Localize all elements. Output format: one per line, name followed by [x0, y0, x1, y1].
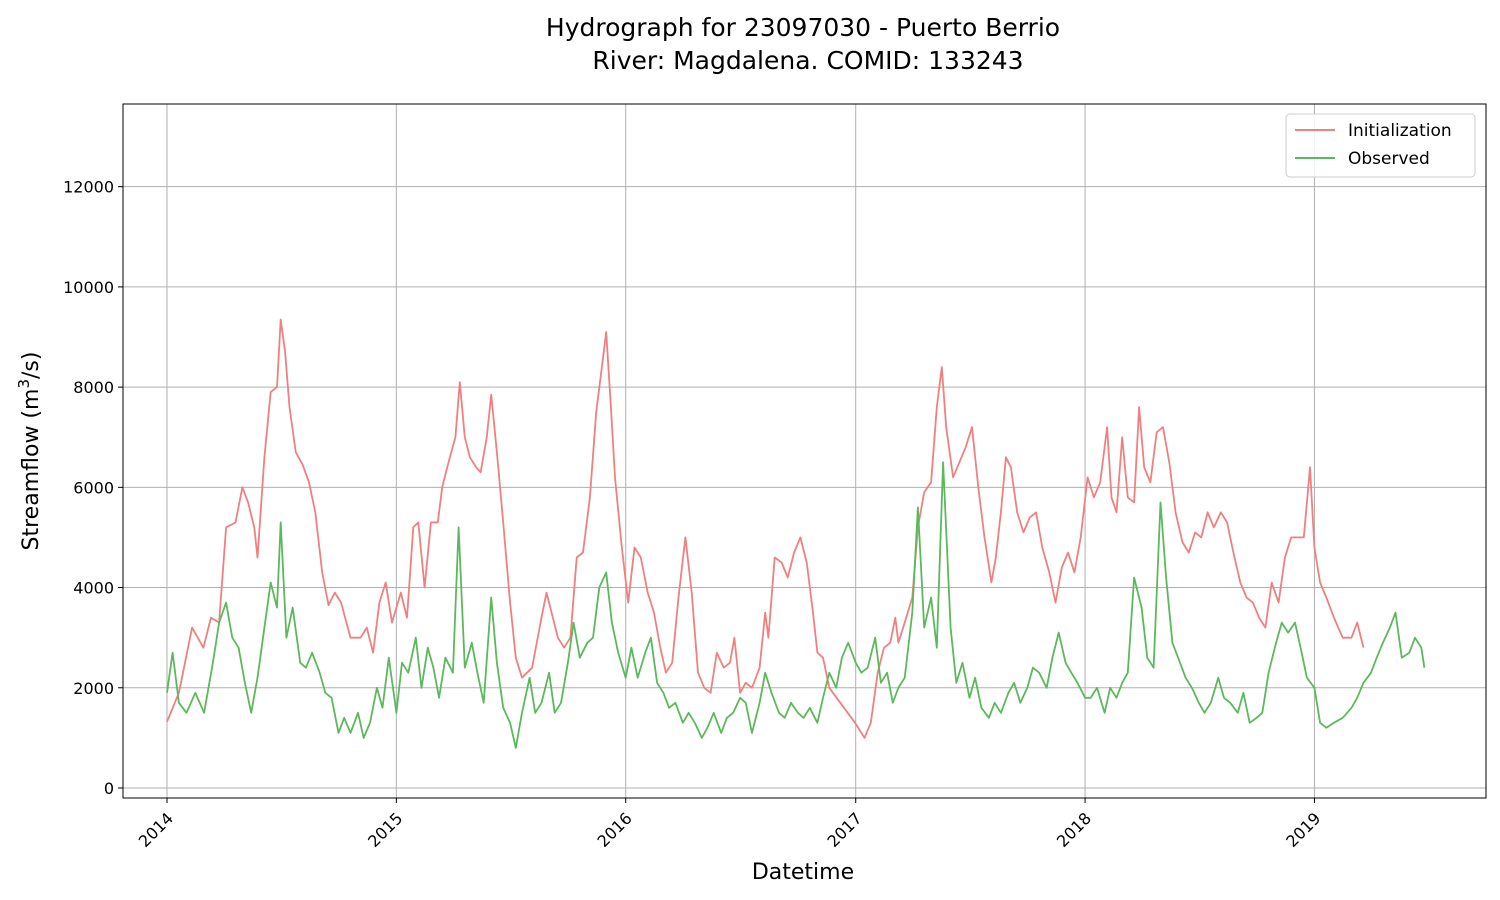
y-tick-label: 4000 — [73, 579, 114, 598]
legend: Initialization Observed — [1285, 113, 1476, 178]
series-line-initialization — [166, 318, 1365, 739]
series-layer — [166, 318, 1426, 749]
legend-label-initialization: Initialization — [1348, 121, 1452, 141]
y-tick-label: 8000 — [73, 378, 114, 397]
grid-layer — [123, 104, 1486, 798]
y-tick-label: 10000 — [63, 278, 114, 297]
legend-label-observed: Observed — [1348, 149, 1430, 169]
y-tick-label: 6000 — [73, 478, 114, 497]
y-tick-label: 12000 — [63, 178, 114, 197]
y-tick-label: 2000 — [73, 679, 114, 698]
y-axis-title-sup: 3 — [15, 379, 33, 389]
chart-title-line1: Hydrograph for 23097030 - Puerto Berrio — [546, 13, 1060, 42]
series-line-observed — [166, 461, 1426, 749]
plot-frame — [122, 103, 1487, 799]
y-axis-title: Streamflow (m3/s) — [15, 352, 44, 551]
x-axis-title: Datetime — [752, 860, 854, 885]
chart-title-line2: River: Magdalena. COMID: 133243 — [592, 46, 1023, 75]
y-axis-title-tail: /s) — [19, 352, 44, 379]
y-axis-title-main: Streamflow (m — [19, 389, 44, 551]
y-tick-label: 0 — [104, 779, 114, 798]
